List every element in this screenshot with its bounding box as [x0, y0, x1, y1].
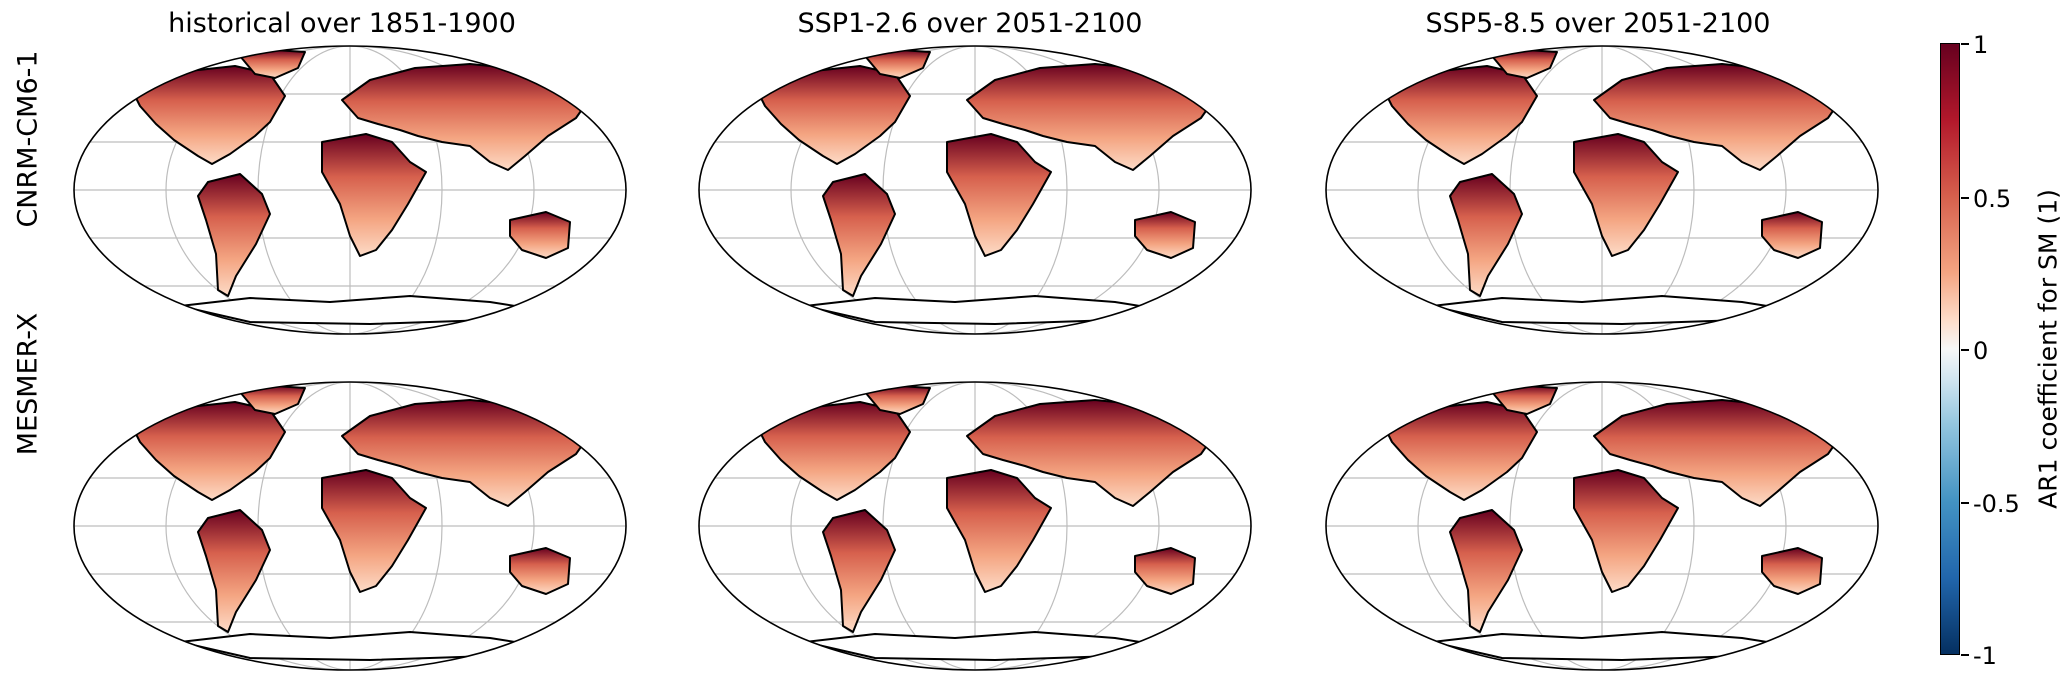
continent-northAmerica [129, 401, 286, 501]
colorbar-label-0: 0 [1973, 337, 1989, 365]
world-map-svg [73, 45, 627, 335]
continent-europeAsia [1593, 63, 1843, 171]
colorbar-tick-0 [1961, 349, 1969, 351]
continent-northAmerica [754, 401, 911, 501]
continent-australia [1134, 211, 1196, 259]
map-boundary [698, 45, 1252, 335]
continent-antarctica [179, 295, 541, 325]
continent-africa [1573, 133, 1679, 257]
continent-europeAsia [966, 399, 1216, 507]
colorbar [1940, 43, 1960, 655]
world-map-svg [1325, 381, 1879, 671]
continent-northAmerica [1381, 401, 1538, 501]
continent-australia [1761, 211, 1823, 259]
map-panel-cnrm-ssp126 [695, 44, 1255, 336]
colorbar-label-neg1: -1 [1973, 642, 1997, 670]
continent-europeAsia [966, 63, 1216, 171]
map-panel-mesmer-ssp585 [1322, 380, 1882, 672]
map-panel-mesmer-historical [70, 380, 630, 672]
row-label-mesmer: MESMER-X [12, 312, 44, 456]
continent-southAmerica [197, 509, 271, 633]
colorbar-tick-1 [1961, 43, 1969, 45]
continent-southAmerica [822, 509, 896, 633]
colorbar-label-neg0.5: -0.5 [1973, 490, 2020, 518]
colorbar-tick-neg1 [1961, 654, 1969, 656]
longitude-gridline [1417, 46, 1787, 334]
continent-northAmerica [754, 65, 911, 165]
longitude-gridline [165, 382, 535, 670]
continent-southAmerica [197, 173, 271, 297]
map-boundary [698, 381, 1252, 671]
continent-australia [1134, 547, 1196, 595]
continent-southAmerica [1449, 509, 1523, 633]
colorbar-label-1: 1 [1973, 31, 1989, 59]
colorbar-label-0.5: 0.5 [1973, 185, 2012, 213]
longitude-gridline [1417, 382, 1787, 670]
map-boundary [73, 381, 627, 671]
colorbar-tick-neg0.5 [1961, 502, 1969, 504]
map-boundary [73, 45, 627, 335]
colorbar-tick-0.5 [1961, 197, 1969, 199]
continent-antarctica [1431, 631, 1793, 661]
continent-europeAsia [341, 399, 591, 507]
continent-southAmerica [822, 173, 896, 297]
longitude-gridline [165, 46, 535, 334]
continent-africa [946, 133, 1052, 257]
map-boundary [1325, 45, 1879, 335]
map-panel-mesmer-ssp126 [695, 380, 1255, 672]
map-panel-cnrm-historical [70, 44, 630, 336]
row-label-cnrm: CNRM-CM6-1 [12, 50, 44, 228]
continent-africa [321, 469, 427, 593]
continent-antarctica [179, 631, 541, 661]
map-panel-cnrm-ssp585 [1322, 44, 1882, 336]
longitude-gridline [790, 382, 1160, 670]
continent-africa [1573, 469, 1679, 593]
continent-europeAsia [341, 63, 591, 171]
continent-southAmerica [1449, 173, 1523, 297]
world-map-svg [698, 45, 1252, 335]
longitude-gridline [790, 46, 1160, 334]
continent-australia [509, 211, 571, 259]
continent-northAmerica [129, 65, 286, 165]
continent-northAmerica [1381, 65, 1538, 165]
map-boundary [1325, 381, 1879, 671]
column-title-ssp585: SSP5-8.5 over 2051-2100 [1425, 8, 1771, 39]
continent-antarctica [1431, 295, 1793, 325]
continent-australia [509, 547, 571, 595]
continent-europeAsia [1593, 399, 1843, 507]
column-title-ssp126: SSP1-2.6 over 2051-2100 [797, 8, 1143, 39]
continent-australia [1761, 547, 1823, 595]
continent-antarctica [804, 295, 1166, 325]
world-map-svg [1325, 45, 1879, 335]
continent-africa [321, 133, 427, 257]
world-map-svg [698, 381, 1252, 671]
continent-antarctica [804, 631, 1166, 661]
column-title-historical: historical over 1851-1900 [168, 8, 516, 39]
continent-africa [946, 469, 1052, 593]
world-map-svg [73, 381, 627, 671]
colorbar-title: AR1 coefficient for SM (1) [2033, 189, 2063, 509]
